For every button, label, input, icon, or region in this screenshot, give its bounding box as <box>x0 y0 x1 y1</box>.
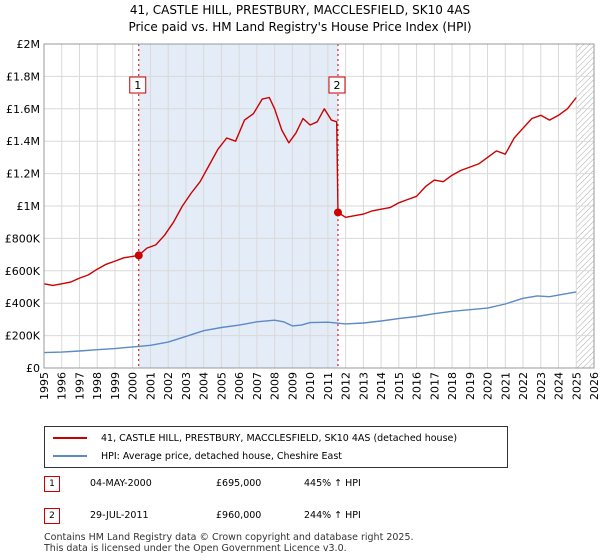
x-tick-label: 2006 <box>233 372 246 400</box>
sale-marker-badge: 2 <box>44 508 60 524</box>
x-tick-label: 2017 <box>428 372 441 400</box>
x-tick-label: 2011 <box>322 372 335 400</box>
sale-row: 1 04-MAY-2000 £695,000 445% ↑ HPI <box>44 474 564 494</box>
x-tick-label: 1999 <box>109 372 122 400</box>
y-tick-label: £1.8M <box>6 70 40 83</box>
legend-label-hpi: HPI: Average price, detached house, Ches… <box>101 450 343 462</box>
x-tick-label: 2008 <box>269 372 282 400</box>
x-tick-label: 2022 <box>517 372 530 400</box>
y-tick-label: £0 <box>26 362 40 375</box>
y-tick-label: £1M <box>17 200 41 213</box>
x-tick-label: 2026 <box>588 372 600 400</box>
sale-row: 2 29-JUL-2011 £960,000 244% ↑ HPI <box>44 506 564 526</box>
x-tick-label: 1998 <box>91 372 104 400</box>
sale-hpi-change: 445% ↑ HPI <box>304 478 361 489</box>
x-tick-label: 2019 <box>464 372 477 400</box>
property-price-line <box>43 96 577 287</box>
price-chart: 1 2 £0 £200K £400K £600K £800K £1M £1.2M £1.4M £1.… <box>5 38 600 400</box>
y-tick-label: £1.6M <box>6 103 40 116</box>
x-tick-label: 2001 <box>144 372 157 400</box>
sale-point <box>333 208 342 217</box>
x-tick-label: 2009 <box>286 372 299 400</box>
sale-label-box <box>129 76 147 94</box>
y-tick-label: £2M <box>17 38 41 51</box>
chart-subtitle: Price paid vs. HM Land Registry's House … <box>128 20 472 34</box>
y-tick-label: £600K <box>5 265 41 278</box>
sale-marker-badge: 1 <box>44 476 60 492</box>
sale-label-number: 1 <box>134 79 141 92</box>
x-tick-label: 2024 <box>553 372 566 400</box>
x-tick-label: 2003 <box>180 372 193 400</box>
y-tick-label: £800K <box>5 232 41 245</box>
x-tick-label: 1996 <box>56 372 69 400</box>
sale-date: 29-JUL-2011 <box>90 510 149 521</box>
x-tick-label: 2016 <box>411 372 424 400</box>
y-tick-label: £200K <box>5 330 41 343</box>
hpi-line <box>43 291 577 354</box>
x-tick-label: 2020 <box>482 372 495 400</box>
legend: 41, CASTLE HILL, PRESTBURY, MACCLESFIELD… <box>44 426 508 468</box>
sale-price: £695,000 <box>216 478 262 489</box>
sale-date: 04-MAY-2000 <box>90 478 152 489</box>
x-tick-label: 2010 <box>304 372 317 400</box>
x-tick-label: 2014 <box>375 372 388 400</box>
x-tick-label: 2025 <box>570 372 583 400</box>
x-tick-label: 2000 <box>127 372 140 400</box>
x-tick-label: 2013 <box>357 372 370 400</box>
legend-swatch-red <box>53 437 87 439</box>
x-tick-label: 2023 <box>535 372 548 400</box>
x-tick-label: 2005 <box>215 372 228 400</box>
x-tick-label: 2012 <box>340 372 353 400</box>
legend-item-hpi: HPI: Average price, detached house, Ches… <box>53 448 342 464</box>
plot-frame <box>43 43 595 369</box>
y-tick-label: £1.4M <box>6 135 40 148</box>
y-tick-label: £400K <box>5 297 41 310</box>
footer-line-2: This data is licensed under the Open Gov… <box>44 543 347 554</box>
footer-line-1: Contains HM Land Registry data © Crown c… <box>44 532 414 543</box>
x-tick-label: 2018 <box>446 372 459 400</box>
footer-attribution: Contains HM Land Registry data © Crown c… <box>44 532 414 554</box>
sale-price: £960,000 <box>216 510 262 521</box>
x-tick-label: 1995 <box>38 372 51 400</box>
sale-hpi-change: 244% ↑ HPI <box>304 510 361 521</box>
x-tick-label: 2015 <box>393 372 406 400</box>
legend-swatch-blue <box>53 455 87 457</box>
x-tick-label: 2002 <box>162 372 175 400</box>
chart-title: 41, CASTLE HILL, PRESTBURY, MACCLESFIELD… <box>129 3 471 17</box>
sale-point <box>134 251 143 260</box>
legend-label-property: 41, CASTLE HILL, PRESTBURY, MACCLESFIELD… <box>101 432 458 444</box>
legend-item-property: 41, CASTLE HILL, PRESTBURY, MACCLESFIELD… <box>53 430 457 446</box>
y-tick-label: £1.2M <box>6 168 40 181</box>
x-tick-label: 2021 <box>499 372 512 400</box>
x-tick-label: 1997 <box>73 372 86 400</box>
x-tick-label: 2004 <box>198 372 211 400</box>
x-tick-label: 2007 <box>251 372 264 400</box>
sale-label-number: 2 <box>333 79 340 92</box>
sale-label-box <box>328 76 346 94</box>
